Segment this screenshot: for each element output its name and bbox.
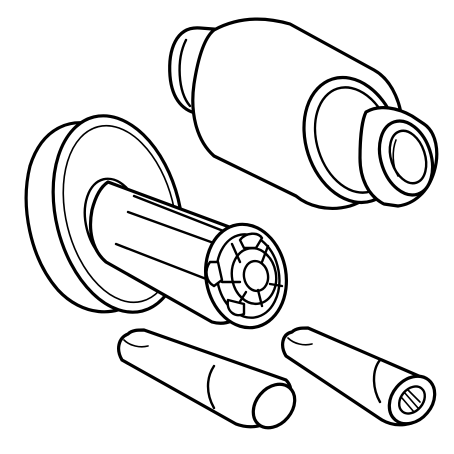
tapered-pin-right [281, 326, 437, 427]
stepped-cylinder-bushing [168, 17, 439, 210]
tapered-pin-left [117, 328, 297, 430]
flanged-slotted-sleeve [24, 114, 289, 330]
